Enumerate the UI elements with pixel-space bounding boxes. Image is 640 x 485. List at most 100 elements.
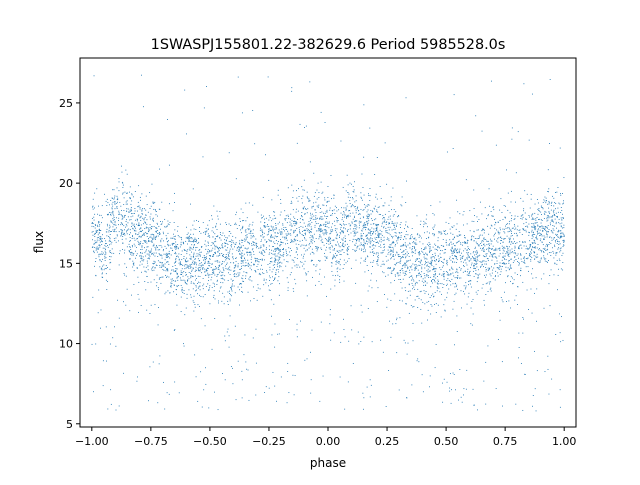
data-point xyxy=(199,268,201,270)
data-point xyxy=(242,291,244,293)
data-point xyxy=(95,261,97,263)
data-point xyxy=(426,270,428,272)
data-point xyxy=(268,231,270,232)
data-point xyxy=(158,232,160,234)
data-point xyxy=(196,240,198,241)
data-point xyxy=(557,215,558,217)
data-point xyxy=(119,253,120,255)
data-point xyxy=(245,229,247,231)
data-point xyxy=(556,191,558,193)
data-point xyxy=(485,361,487,363)
data-point xyxy=(241,257,243,259)
data-point xyxy=(244,257,245,259)
data-point xyxy=(101,273,103,275)
data-point xyxy=(352,205,354,207)
data-point xyxy=(122,242,123,244)
data-point xyxy=(334,212,336,214)
data-point xyxy=(177,226,179,227)
data-point xyxy=(213,268,215,270)
data-point xyxy=(404,275,406,276)
data-point xyxy=(464,242,465,244)
data-point xyxy=(250,261,252,263)
data-point xyxy=(455,228,457,230)
data-point xyxy=(481,130,483,132)
data-point xyxy=(255,244,257,246)
data-point xyxy=(492,269,494,271)
data-point xyxy=(293,239,295,241)
data-point xyxy=(202,268,203,270)
data-point xyxy=(361,229,363,231)
data-point xyxy=(122,216,124,218)
data-point xyxy=(273,241,275,243)
data-point xyxy=(159,168,161,170)
data-point xyxy=(456,262,458,263)
data-point xyxy=(402,267,404,269)
data-point xyxy=(494,253,496,255)
data-point xyxy=(243,220,245,221)
data-point xyxy=(443,246,445,247)
data-point xyxy=(262,244,264,246)
data-point xyxy=(92,296,94,298)
data-point xyxy=(362,187,364,188)
data-point xyxy=(134,229,136,231)
data-point xyxy=(310,260,312,262)
data-point xyxy=(382,218,384,220)
data-point xyxy=(125,238,127,240)
data-point xyxy=(140,224,142,226)
data-point xyxy=(162,265,164,267)
data-point xyxy=(114,197,115,199)
data-point xyxy=(458,231,460,233)
data-point xyxy=(518,246,520,248)
data-point xyxy=(481,261,483,263)
data-point xyxy=(476,243,478,245)
data-point xyxy=(335,237,337,239)
data-point xyxy=(394,222,396,224)
data-point xyxy=(114,239,116,241)
data-point xyxy=(492,256,494,258)
data-point xyxy=(358,238,360,240)
data-point xyxy=(122,187,124,188)
data-point xyxy=(340,228,341,230)
data-point xyxy=(255,362,257,364)
data-point xyxy=(325,218,327,219)
data-point xyxy=(355,233,357,235)
data-point xyxy=(238,249,240,251)
data-point xyxy=(140,242,141,244)
data-point xyxy=(205,383,207,385)
data-point xyxy=(474,259,476,261)
data-point xyxy=(136,267,138,269)
data-point xyxy=(401,205,403,207)
data-point xyxy=(294,375,296,377)
data-point xyxy=(547,191,549,193)
data-point xyxy=(302,207,304,209)
data-point xyxy=(524,374,526,375)
data-point xyxy=(95,231,97,233)
data-point xyxy=(529,216,530,218)
data-point xyxy=(138,232,140,234)
data-point xyxy=(155,211,157,212)
data-point xyxy=(524,212,526,214)
data-point xyxy=(436,258,437,260)
data-point xyxy=(140,241,142,243)
data-point xyxy=(297,248,299,250)
data-point xyxy=(339,279,341,281)
data-point xyxy=(122,192,124,194)
data-point xyxy=(553,205,555,207)
data-point xyxy=(369,243,371,245)
data-point xyxy=(246,234,248,236)
data-point xyxy=(445,242,447,244)
data-point xyxy=(370,209,372,211)
data-point xyxy=(412,306,414,308)
data-point xyxy=(148,240,150,242)
data-point xyxy=(413,286,415,288)
data-point xyxy=(431,305,433,307)
data-point xyxy=(200,265,202,267)
data-point xyxy=(346,249,348,251)
data-point xyxy=(223,268,225,270)
data-point xyxy=(108,240,110,242)
data-point xyxy=(309,219,311,221)
data-point xyxy=(376,227,378,229)
data-point xyxy=(226,249,228,251)
data-point xyxy=(113,217,115,218)
data-point xyxy=(239,247,241,249)
